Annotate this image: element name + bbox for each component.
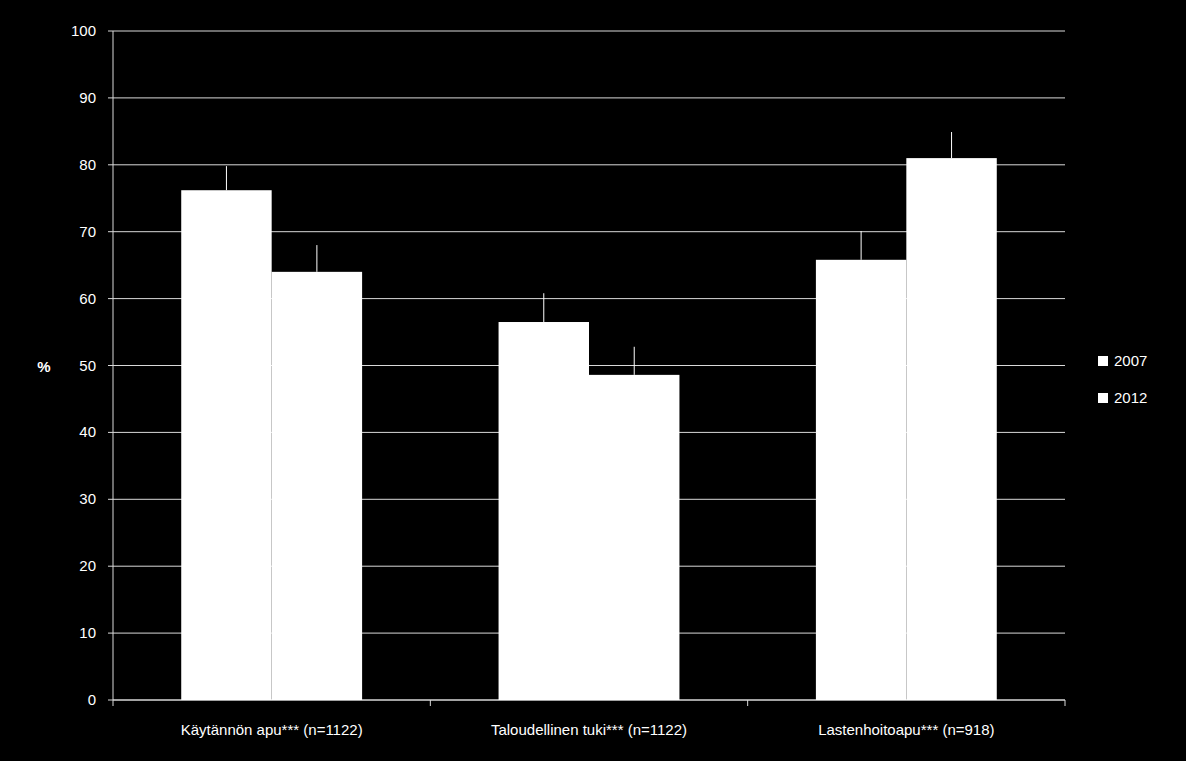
y-tick xyxy=(108,164,113,165)
x-tick xyxy=(747,700,748,706)
chart: 0 10 20 30 40 50 60 70 80 90 100% Käytännön apu*** … xyxy=(0,0,1186,761)
bar xyxy=(816,260,906,700)
y-tick xyxy=(108,97,113,98)
error-bar xyxy=(316,245,317,272)
y-tick xyxy=(108,700,113,701)
x-tick-label: Taloudellinen tuki*** (n=1122) xyxy=(491,721,687,738)
error-bar xyxy=(226,166,227,190)
y-tick-label: 70 xyxy=(79,223,96,240)
x-tick-label: Käytännön apu*** (n=1122) xyxy=(181,721,363,738)
y-tick xyxy=(108,633,113,634)
legend-swatch xyxy=(1098,356,1108,366)
y-tick xyxy=(108,566,113,567)
y-tick-label: 60 xyxy=(79,290,96,307)
bar xyxy=(499,322,589,700)
y-tick-label: 30 xyxy=(79,490,96,507)
y-axis xyxy=(113,31,114,700)
error-bar xyxy=(543,293,544,322)
y-tick xyxy=(108,231,113,232)
legend-swatch xyxy=(1098,393,1108,403)
bar xyxy=(906,158,996,700)
y-tick xyxy=(108,432,113,433)
x-tick xyxy=(430,700,431,706)
error-bar xyxy=(951,132,952,158)
bar xyxy=(272,272,362,700)
error-bar xyxy=(861,231,862,260)
y-axis-label: % xyxy=(37,358,50,375)
y-tick xyxy=(108,365,113,366)
y-tick xyxy=(108,31,113,32)
x-tick xyxy=(113,700,114,706)
x-tick-label: Lastenhoitoapu*** (n=918) xyxy=(818,721,994,738)
y-tick-label: 40 xyxy=(79,423,96,440)
y-tick-label: 0 xyxy=(88,691,96,708)
y-tick-label: 80 xyxy=(79,156,96,173)
error-bar xyxy=(634,347,635,375)
y-tick-label: 10 xyxy=(79,624,96,641)
bar xyxy=(589,375,679,700)
y-tick-label: 100 xyxy=(71,22,96,39)
bar xyxy=(181,190,271,700)
y-tick-label: 90 xyxy=(79,89,96,106)
background xyxy=(0,0,1186,761)
y-tick xyxy=(108,298,113,299)
x-tick xyxy=(1065,700,1066,706)
legend-label: 2012 xyxy=(1114,389,1147,406)
y-tick-label: 20 xyxy=(79,557,96,574)
legend-label: 2007 xyxy=(1114,352,1147,369)
y-tick xyxy=(108,499,113,500)
y-tick-label: 50 xyxy=(79,357,96,374)
grid-line xyxy=(113,97,1065,98)
grid-line xyxy=(113,31,1065,32)
plot-area xyxy=(181,132,997,700)
